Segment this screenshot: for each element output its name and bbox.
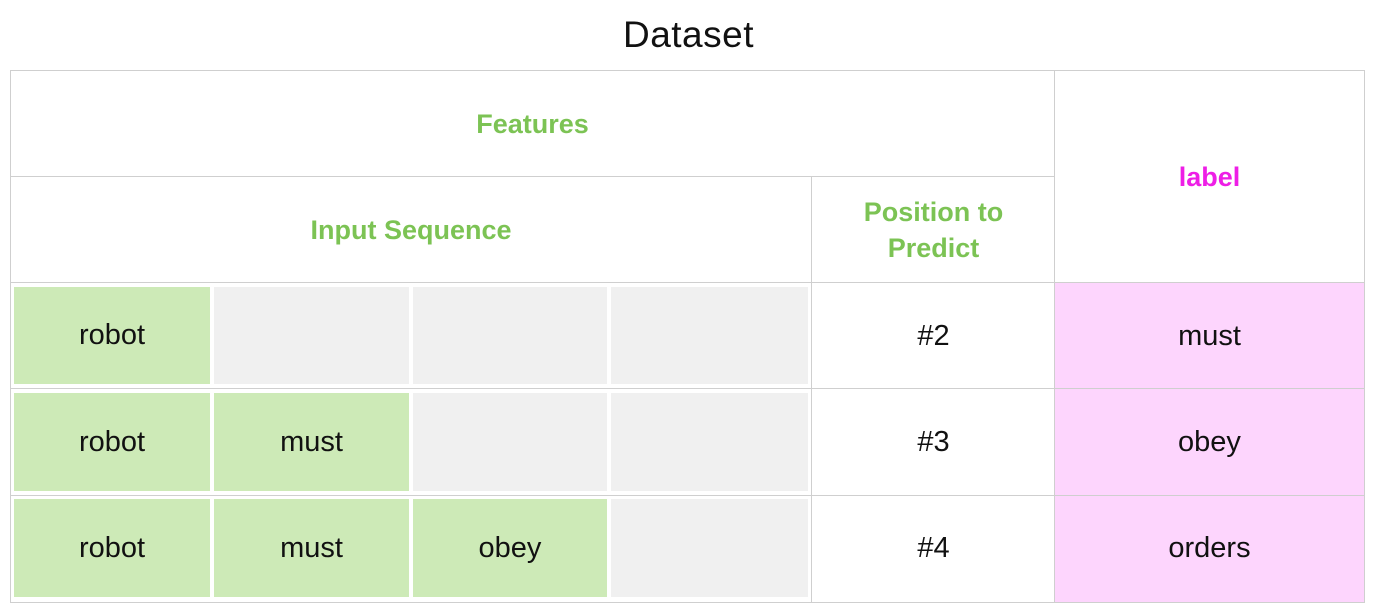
token-cell xyxy=(413,287,607,384)
token-cell xyxy=(611,393,808,491)
grid-line xyxy=(10,282,1365,283)
token-cell xyxy=(611,499,808,597)
token-cell: obey xyxy=(413,499,607,597)
label-value: must xyxy=(1178,319,1241,352)
label-value: obey xyxy=(1178,425,1241,458)
token-cell: must xyxy=(214,499,409,597)
token-cell xyxy=(413,393,607,491)
token-cell: robot xyxy=(14,499,210,597)
token-cell: robot xyxy=(14,393,210,491)
table-border xyxy=(10,70,1365,603)
grid-line xyxy=(1054,70,1055,603)
position-to-predict-line2: Predict xyxy=(887,233,980,263)
input-sequence-header: Input Sequence xyxy=(310,215,512,245)
grid-line xyxy=(10,495,1365,496)
diagram-title: Dataset xyxy=(622,14,754,55)
label-header: label xyxy=(1178,162,1241,192)
token-cell xyxy=(611,287,808,384)
grid-line xyxy=(10,388,1365,389)
token-cell xyxy=(214,287,409,384)
label-column-fill xyxy=(1055,283,1364,602)
token-cell: robot xyxy=(14,287,210,384)
grid-line xyxy=(811,176,812,603)
position-to-predict-header: Position to Predict xyxy=(812,177,1055,283)
position-value: #2 xyxy=(917,319,950,352)
position-value: #3 xyxy=(917,425,950,458)
position-to-predict-line1: Position to xyxy=(863,197,1004,227)
token-cell: must xyxy=(214,393,409,491)
label-value: orders xyxy=(1168,532,1251,564)
features-header: Features xyxy=(476,109,589,139)
position-value: #4 xyxy=(917,532,950,564)
grid-line xyxy=(10,176,1055,177)
